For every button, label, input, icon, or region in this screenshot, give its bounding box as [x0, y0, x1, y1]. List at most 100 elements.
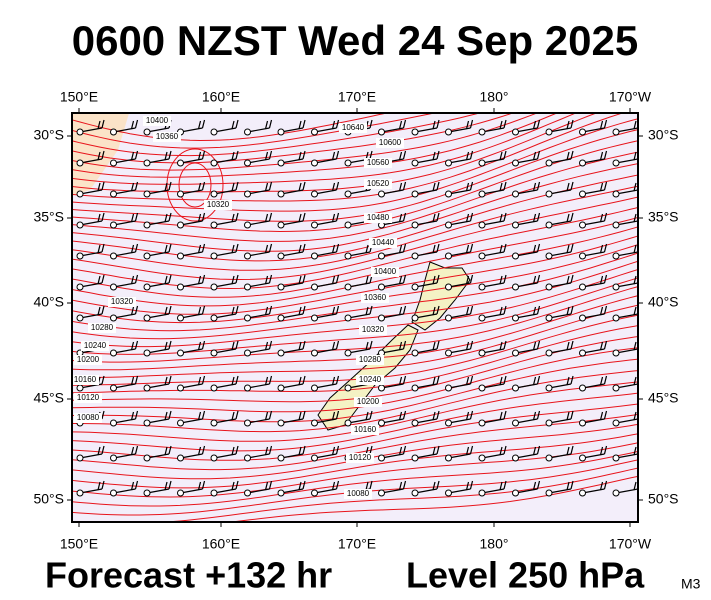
wind-barb [465, 376, 470, 386]
wind-barb [197, 182, 202, 192]
station [512, 454, 519, 462]
wind-barb [599, 306, 604, 316]
station [277, 128, 285, 136]
wind-barb [298, 244, 302, 254]
wind-barb [465, 151, 470, 161]
station [478, 349, 486, 357]
wind-barb [402, 243, 407, 253]
wind-barb [603, 119, 608, 129]
wind-barb [668, 245, 670, 253]
contour-label-box [88, 323, 116, 333]
wind-barb [331, 376, 336, 386]
wind-barb [168, 445, 172, 455]
wind-barb [235, 340, 239, 350]
wind-barb [164, 481, 168, 491]
wind-barb [469, 119, 474, 129]
station [177, 384, 184, 392]
station [647, 160, 653, 166]
wind-barb [650, 159, 672, 163]
wind-barb [134, 480, 139, 490]
station [612, 252, 620, 260]
contour [72, 403, 638, 461]
wind-barb [168, 410, 172, 420]
wind-barb [231, 341, 235, 351]
map-frame [71, 112, 639, 523]
wind-barb [101, 181, 105, 191]
wind-barb [231, 411, 235, 421]
contour [72, 163, 638, 252]
lat-label-right: 40°S [648, 294, 679, 310]
wind-barb [436, 274, 440, 284]
wind-barb [134, 212, 139, 222]
station [579, 314, 586, 322]
wind-barb [432, 244, 436, 254]
wind-barb [164, 213, 168, 223]
station [512, 384, 519, 392]
station [311, 283, 318, 291]
station [545, 190, 553, 198]
wind-barb [465, 275, 470, 285]
wind-barb [101, 480, 105, 490]
wind-barb [168, 274, 172, 284]
wind-barb [134, 119, 139, 129]
wind-barb [302, 305, 306, 315]
wind-barb [130, 376, 135, 386]
wind-barb [633, 151, 637, 161]
wind-barb [499, 120, 503, 130]
wind-barb [603, 243, 608, 253]
wind-barb [499, 275, 503, 285]
station [277, 283, 285, 291]
wind-barb [603, 375, 608, 385]
wind-barb [201, 212, 206, 222]
wind-barb [168, 150, 172, 160]
contour-label-box [74, 393, 102, 403]
wind-barb [331, 275, 336, 285]
wind-barb [335, 119, 340, 129]
wind-barb [231, 213, 235, 223]
wind-barb [465, 481, 470, 491]
station [244, 221, 251, 229]
wind-barb [432, 411, 436, 421]
contour-label: 10600 [379, 138, 402, 147]
wind-barb [302, 480, 306, 490]
station [512, 314, 519, 322]
station [545, 128, 553, 136]
wind-barb [566, 213, 570, 223]
contour-label-box [364, 213, 392, 223]
wind-barb [130, 182, 135, 192]
station [512, 190, 519, 198]
wind-barb [264, 341, 269, 351]
wind-barb [130, 306, 135, 316]
station [110, 489, 117, 497]
wind-barb [532, 213, 537, 223]
contour [72, 244, 638, 324]
station [177, 252, 184, 260]
station [210, 283, 218, 291]
lon-label-bottom: 170°W [609, 536, 652, 552]
wind-barb [570, 410, 574, 420]
wind-barb [231, 182, 235, 192]
station [244, 283, 251, 291]
wind-barb [603, 340, 608, 350]
wind-barb [235, 212, 239, 222]
station [344, 221, 352, 229]
wind-barb [570, 119, 574, 129]
wind-barb [231, 306, 235, 316]
wind-barb [432, 376, 436, 386]
wind-barb [335, 480, 340, 490]
wind-barb [97, 306, 101, 316]
wind-barb [570, 212, 574, 222]
wind-barb [302, 445, 306, 455]
wind-barb [201, 119, 206, 129]
wind-barb [130, 120, 135, 130]
wind-barb [436, 305, 440, 315]
wind-barb [197, 376, 202, 386]
wind-barb [369, 480, 373, 490]
station [177, 489, 184, 497]
wind-barb [532, 306, 537, 316]
station [344, 314, 352, 322]
station [545, 384, 553, 392]
wind-barb [499, 341, 503, 351]
wind-barb [532, 481, 537, 491]
